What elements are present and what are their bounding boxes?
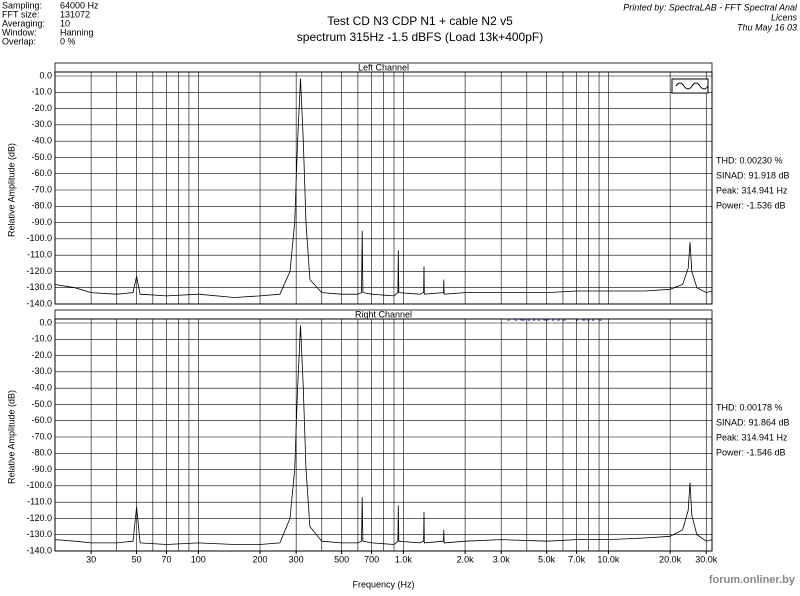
annotation: Peak: 314.941 Hz bbox=[716, 432, 788, 442]
y-tick-label: -100.0 bbox=[26, 480, 52, 490]
date: Thu May 16 03 bbox=[737, 22, 797, 32]
y-tick-label: -130.0 bbox=[26, 529, 52, 539]
y-tick-label: -140.0 bbox=[26, 298, 52, 308]
y-tick-label: -50.0 bbox=[31, 152, 52, 162]
y-tick-label: -80.0 bbox=[31, 448, 52, 458]
x-tick-label: 5.0k bbox=[538, 554, 556, 564]
y-tick-label: -130.0 bbox=[26, 282, 52, 292]
spectrum-line bbox=[54, 325, 713, 545]
y-tick-label: -50.0 bbox=[31, 399, 52, 409]
x-tick-label: 20.0k bbox=[659, 554, 682, 564]
x-tick-label: 70 bbox=[162, 554, 172, 564]
icon bbox=[671, 78, 709, 94]
y-tick-label: -90.0 bbox=[31, 464, 52, 474]
info-key: Sampling: bbox=[2, 0, 42, 10]
info-key: Averaging: bbox=[2, 18, 45, 28]
chart-title: Test CD N3 CDP N1 + cable N2 v5 bbox=[327, 14, 513, 28]
x-tick-label: 3.0k bbox=[493, 554, 511, 564]
y-tick-label: -20.0 bbox=[31, 103, 52, 113]
y-tick-label: -40.0 bbox=[31, 136, 52, 146]
info-value: 131072 bbox=[60, 9, 90, 19]
icon-wave bbox=[675, 82, 709, 90]
annotation: Peak: 314.941 Hz bbox=[716, 185, 788, 195]
y-axis-label: Relative Amplitude (dB) bbox=[6, 390, 16, 484]
annotation: Power: -1.546 dB bbox=[716, 447, 786, 457]
y-tick-label: -60.0 bbox=[31, 168, 52, 178]
info-value: 64000 Hz bbox=[60, 0, 99, 10]
annotation: THD: 0.00230 % bbox=[716, 155, 783, 165]
x-tick-label: 300 bbox=[289, 554, 304, 564]
x-tick-label: 100 bbox=[191, 554, 206, 564]
info-key: Overlap: bbox=[2, 36, 36, 46]
y-tick-label: -30.0 bbox=[31, 119, 52, 129]
x-tick-label: 30 bbox=[86, 554, 96, 564]
x-tick-label: 200 bbox=[253, 554, 268, 564]
x-tick-label: 2.0k bbox=[457, 554, 475, 564]
x-axis-label: Frequency (Hz) bbox=[352, 579, 414, 589]
printed-by: Printed by: SpectraLAB - FFT Spectral An… bbox=[623, 2, 798, 12]
info-value: 10 bbox=[60, 18, 70, 28]
x-tick-label: 1.0k bbox=[395, 554, 413, 564]
chart-subtitle: spectrum 315Hz -1.5 dBFS (Load 13k+400pF… bbox=[297, 30, 543, 44]
y-tick-label: -120.0 bbox=[26, 266, 52, 276]
annotation: Power: -1.536 dB bbox=[716, 200, 786, 210]
x-tick-label: 700 bbox=[364, 554, 379, 564]
y-tick-label: -80.0 bbox=[31, 201, 52, 211]
y-tick-label: -30.0 bbox=[31, 366, 52, 376]
x-tick-label: 10.0k bbox=[597, 554, 620, 564]
info-value: 0 % bbox=[60, 36, 76, 46]
y-tick-label: -20.0 bbox=[31, 350, 52, 360]
y-tick-label: 0.0 bbox=[39, 317, 52, 327]
y-tick-label: -100.0 bbox=[26, 233, 52, 243]
y-tick-label: -110.0 bbox=[27, 250, 52, 260]
x-tick-label: 500 bbox=[334, 554, 349, 564]
y-tick-label: -70.0 bbox=[31, 431, 52, 441]
annotation: SINAD: 91.864 dB bbox=[716, 417, 790, 427]
info-value: Hanning bbox=[60, 27, 94, 37]
info-key: FFT size: bbox=[2, 9, 39, 19]
spectrum-line bbox=[54, 78, 713, 298]
footer: forum.onliner.by bbox=[709, 574, 796, 586]
panel-title: Right Channel bbox=[355, 309, 412, 319]
license: Licens bbox=[771, 12, 798, 22]
x-tick-label: 7.0k bbox=[568, 554, 586, 564]
y-tick-label: -10.0 bbox=[31, 87, 52, 97]
annotation: SINAD: 91.918 dB bbox=[716, 170, 790, 180]
y-tick-label: -140.0 bbox=[26, 545, 52, 555]
panel-title: Left Channel bbox=[358, 62, 409, 72]
y-tick-label: -40.0 bbox=[31, 383, 52, 393]
y-tick-label: 0.0 bbox=[39, 70, 52, 80]
x-tick-label: 30.0k bbox=[695, 554, 718, 564]
y-tick-label: -60.0 bbox=[31, 415, 52, 425]
info-key: Window: bbox=[2, 27, 37, 37]
x-tick-label: 50 bbox=[132, 554, 142, 564]
y-tick-label: -10.0 bbox=[31, 334, 52, 344]
annotation: THD: 0.00178 % bbox=[716, 402, 783, 412]
y-axis-label: Relative Amplitude (dB) bbox=[6, 143, 16, 237]
y-tick-label: -110.0 bbox=[27, 497, 52, 507]
y-tick-label: -120.0 bbox=[26, 513, 52, 523]
y-tick-label: -70.0 bbox=[31, 184, 52, 194]
y-tick-label: -90.0 bbox=[31, 217, 52, 227]
